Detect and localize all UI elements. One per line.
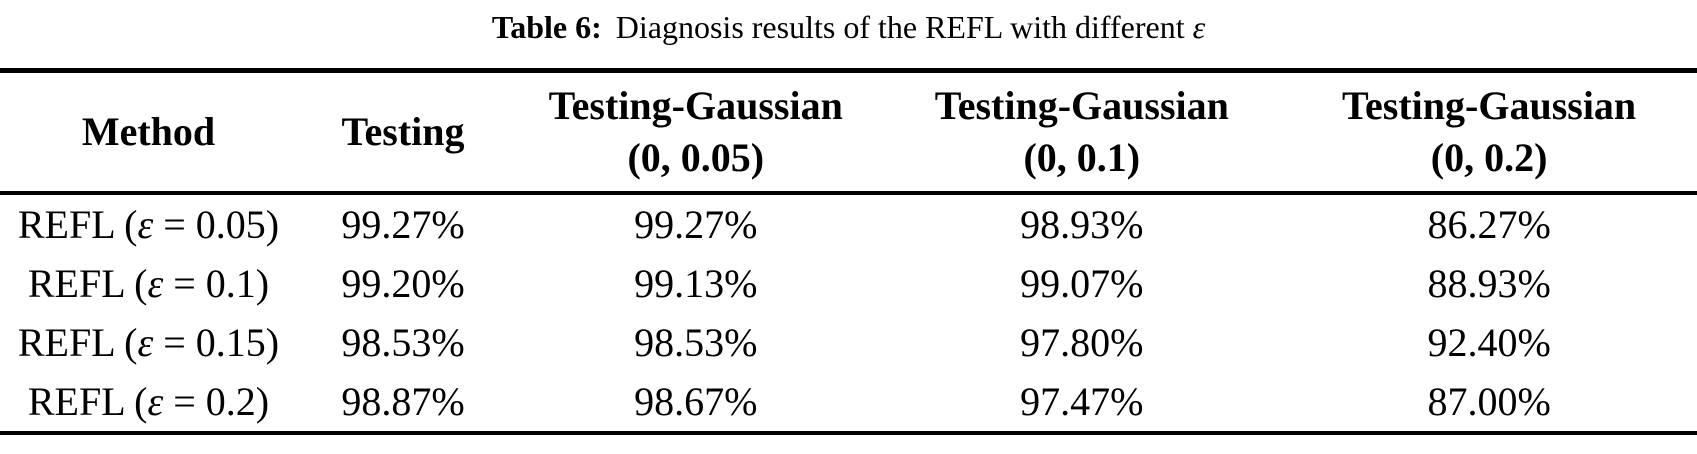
table-row: REFL (ε = 0.15) 98.53% 98.53% 97.80% 92.…: [0, 313, 1697, 372]
value-cell-testing: 99.27%: [341, 202, 465, 247]
table-header: Method Testing Testing-Gaussian (0, 0.05…: [0, 71, 1697, 194]
column-header-testing-gaussian-02: Testing-Gaussian (0, 0.2): [1281, 71, 1697, 194]
value-cell-testing: 98.53%: [341, 320, 465, 365]
method-text: REFL (: [17, 202, 138, 247]
table-row: REFL (ε = 0.05) 99.27% 99.27% 98.93% 86.…: [0, 193, 1697, 254]
column-header-line2: (0, 0.2): [1430, 135, 1548, 180]
table-caption-label: Table 6:: [491, 9, 602, 45]
method-text: REFL (: [27, 261, 148, 306]
value-cell-gaussian-005: 99.13%: [634, 261, 758, 306]
method-text: = 0.1): [163, 261, 270, 306]
value-cell-gaussian-02: 86.27%: [1427, 202, 1551, 247]
epsilon-symbol: ε: [147, 379, 164, 424]
table-body: REFL (ε = 0.05) 99.27% 99.27% 98.93% 86.…: [0, 193, 1697, 433]
value-cell-gaussian-02: 87.00%: [1427, 379, 1551, 424]
value-cell-gaussian-01: 97.47%: [1020, 379, 1144, 424]
method-text: REFL (: [27, 379, 148, 424]
column-header-line1: Testing-Gaussian: [934, 83, 1229, 128]
value-cell-gaussian-02: 88.93%: [1427, 261, 1551, 306]
results-table: Method Testing Testing-Gaussian (0, 0.05…: [0, 68, 1697, 435]
column-header-line1: Testing-Gaussian: [548, 83, 843, 128]
method-text: REFL (: [17, 320, 138, 365]
method-text: = 0.2): [163, 379, 270, 424]
value-cell-gaussian-005: 98.67%: [634, 379, 758, 424]
value-cell-testing: 98.87%: [341, 379, 465, 424]
column-header-testing-gaussian-005: Testing-Gaussian (0, 0.05): [509, 71, 882, 194]
method-text: = 0.05): [153, 202, 280, 247]
value-cell-testing: 99.20%: [341, 261, 465, 306]
value-cell-gaussian-02: 92.40%: [1427, 320, 1551, 365]
method-text: = 0.15): [153, 320, 280, 365]
value-cell-gaussian-005: 98.53%: [634, 320, 758, 365]
method-cell: REFL (ε = 0.2): [0, 372, 297, 433]
method-cell: REFL (ε = 0.05): [0, 193, 297, 254]
column-header-line2: (0, 0.05): [627, 135, 765, 180]
value-cell-gaussian-005: 99.27%: [634, 202, 758, 247]
column-header-line1: Testing-Gaussian: [1342, 83, 1637, 128]
column-header-line2: (0, 0.1): [1023, 135, 1141, 180]
column-header-testing-gaussian-01: Testing-Gaussian (0, 0.1): [882, 71, 1281, 194]
epsilon-symbol: ε: [137, 320, 154, 365]
table-row: REFL (ε = 0.1) 99.20% 99.13% 99.07% 88.9…: [0, 254, 1697, 313]
column-header-testing: Testing: [297, 71, 509, 194]
value-cell-gaussian-01: 98.93%: [1020, 202, 1144, 247]
method-cell: REFL (ε = 0.1): [0, 254, 297, 313]
table-caption: Table 6: Diagnosis results of the REFL wi…: [0, 0, 1697, 47]
epsilon-symbol: ε: [137, 202, 154, 247]
method-cell: REFL (ε = 0.15): [0, 313, 297, 372]
value-cell-gaussian-01: 99.07%: [1020, 261, 1144, 306]
column-header-label: Method: [81, 109, 216, 154]
column-header-label: Testing: [341, 109, 465, 154]
table-caption-text: Diagnosis results of the REFL with diffe…: [615, 9, 1185, 45]
table-row: REFL (ε = 0.2) 98.87% 98.67% 97.47% 87.0…: [0, 372, 1697, 433]
header-row: Method Testing Testing-Gaussian (0, 0.05…: [0, 71, 1697, 194]
epsilon-symbol: ε: [147, 261, 164, 306]
value-cell-gaussian-01: 97.80%: [1020, 320, 1144, 365]
epsilon-symbol: ε: [1192, 9, 1206, 45]
column-header-method: Method: [0, 71, 297, 194]
